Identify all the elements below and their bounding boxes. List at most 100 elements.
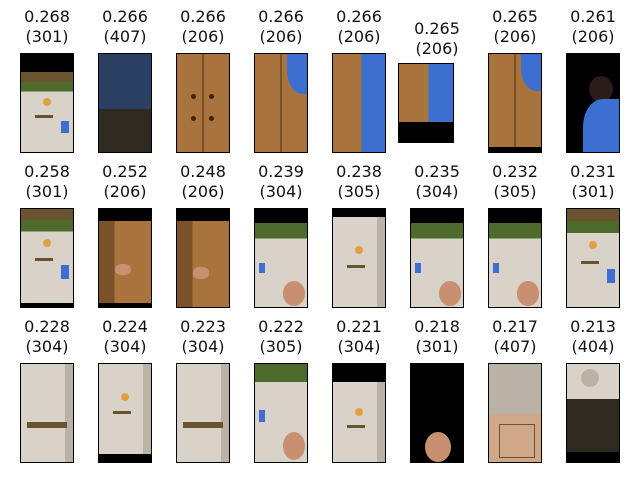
face: [517, 281, 539, 306]
face: [439, 281, 461, 306]
thumbnail-image: [489, 364, 541, 462]
result-thumbnail: [254, 363, 308, 463]
magnet: [355, 408, 363, 417]
result-label: (304): [415, 182, 459, 201]
magnet: [113, 410, 131, 414]
result-score: 0.228: [24, 317, 70, 336]
result-score: 0.258: [24, 162, 70, 181]
thumbnail-image: [21, 364, 73, 462]
result-thumbnail: [566, 53, 620, 153]
result-score: 0.213: [570, 317, 616, 336]
result-score: 0.265: [414, 19, 460, 38]
thumbnail-image: [333, 382, 385, 462]
face: [283, 281, 305, 306]
result-score: 0.261: [570, 7, 616, 26]
result-score: 0.266: [336, 7, 382, 26]
result-thumbnail: [332, 208, 386, 308]
handle: [27, 422, 67, 428]
result-label: (304): [259, 182, 303, 201]
magnet: [347, 424, 365, 428]
thumbnail-image: [567, 54, 619, 152]
shoulder: [521, 54, 541, 92]
face: [425, 432, 451, 462]
result-thumbnail: [332, 53, 386, 153]
result-score: 0.252: [102, 162, 148, 181]
result-label: (304): [181, 337, 225, 356]
magnet: [35, 257, 53, 261]
thumbnail-image: [177, 364, 229, 462]
blue-note: [259, 410, 265, 422]
result-score: 0.224: [102, 317, 148, 336]
thumbnail-image: [489, 223, 541, 307]
thumbnail-image: [411, 364, 463, 462]
knob: [191, 116, 196, 121]
result-label: (407): [493, 337, 537, 356]
result-score: 0.235: [414, 162, 460, 181]
magnet: [589, 241, 597, 249]
result-label: (206): [181, 27, 225, 46]
result-score: 0.231: [570, 162, 616, 181]
result-thumbnail: [98, 208, 152, 308]
result-thumbnail: [254, 53, 308, 153]
result-label: (305): [337, 182, 381, 201]
result-label: (301): [25, 27, 69, 46]
result-thumbnail: [566, 208, 620, 308]
thumbnail-image: [177, 221, 229, 307]
result-label: (304): [25, 337, 69, 356]
result-thumbnail: [176, 208, 230, 308]
thumbnail-image: [177, 54, 229, 152]
face: [283, 432, 305, 460]
result-score: 0.217: [492, 317, 538, 336]
thumbnail-image: [489, 54, 541, 147]
result-thumbnail: [566, 363, 620, 463]
blue-note: [607, 269, 615, 283]
handle: [183, 422, 223, 428]
result-score: 0.238: [336, 162, 382, 181]
box: [499, 424, 535, 458]
result-label: (206): [103, 182, 147, 201]
result-thumbnail: [488, 53, 542, 153]
result-score: 0.222: [258, 317, 304, 336]
thumbnail-image: [255, 54, 307, 152]
result-label: (206): [181, 182, 225, 201]
result-thumbnail: [20, 53, 74, 153]
result-thumbnail: [488, 363, 542, 463]
result-label: (404): [571, 337, 615, 356]
thumbnail-image: [255, 364, 307, 462]
result-score: 0.266: [102, 7, 148, 26]
result-score: 0.239: [258, 162, 304, 181]
magnet: [43, 239, 51, 248]
result-label: (206): [493, 27, 537, 46]
magnet: [347, 264, 365, 268]
magnet: [121, 392, 129, 401]
result-label: (304): [337, 337, 381, 356]
result-label: (206): [337, 27, 381, 46]
result-label: (301): [571, 182, 615, 201]
result-label: (206): [259, 27, 303, 46]
thumbnail-image: [333, 54, 385, 152]
blue-note: [415, 262, 421, 273]
thumbnail-image: [333, 217, 385, 307]
blue-note: [259, 262, 265, 273]
result-thumbnail: [488, 208, 542, 308]
thumbnail-image: [255, 223, 307, 307]
magnet: [43, 98, 51, 107]
result-score: 0.223: [180, 317, 226, 336]
thumbnail-image: [399, 64, 453, 122]
knob: [209, 116, 214, 121]
shirt: [583, 99, 619, 152]
thumbnail-image: [567, 209, 619, 307]
result-score: 0.268: [24, 7, 70, 26]
result-thumbnail: [176, 363, 230, 463]
magnet: [581, 261, 599, 264]
hair: [589, 76, 613, 102]
knob: [209, 94, 214, 99]
shoulder: [287, 54, 307, 94]
result-thumbnail: [254, 208, 308, 308]
result-score: 0.265: [492, 7, 538, 26]
result-label: (305): [259, 337, 303, 356]
result-thumbnail: [176, 53, 230, 153]
result-label: (301): [415, 337, 459, 356]
result-thumbnail: [398, 63, 454, 143]
result-thumbnail: [20, 363, 74, 463]
